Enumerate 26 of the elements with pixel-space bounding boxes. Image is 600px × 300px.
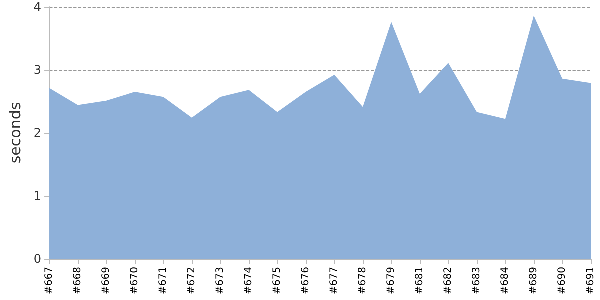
y-tick-label: 4 bbox=[34, 0, 42, 14]
x-tick-label: #674 bbox=[244, 267, 255, 294]
y-tick-label: 3 bbox=[34, 63, 42, 77]
y-axis-title: seconds bbox=[6, 102, 24, 164]
x-tick-label: #671 bbox=[158, 267, 170, 294]
y-tick-label: 1 bbox=[34, 189, 42, 203]
x-tick-label: #682 bbox=[443, 267, 454, 294]
x-tick-label: #667 bbox=[44, 267, 56, 294]
x-tick-label: #681 bbox=[414, 267, 426, 294]
x-tick-label: #678 bbox=[358, 267, 369, 294]
y-tick-label: 2 bbox=[34, 126, 42, 140]
y-tick-label: 0 bbox=[34, 252, 42, 266]
x-tick-label: #679 bbox=[386, 267, 398, 294]
x-tick-label: #668 bbox=[72, 267, 84, 294]
x-tick-label: #677 bbox=[329, 267, 340, 294]
x-tick-label: #673 bbox=[215, 267, 226, 294]
x-tick-label: #683 bbox=[472, 267, 483, 294]
x-tick-label: #670 bbox=[130, 267, 141, 294]
x-tick-label: #675 bbox=[272, 267, 284, 294]
x-tick-label: #684 bbox=[500, 267, 512, 294]
x-tick-label: #690 bbox=[557, 267, 568, 294]
x-tick-label: #669 bbox=[101, 267, 112, 294]
x-tick-label: #676 bbox=[300, 267, 312, 294]
x-tick-label: #691 bbox=[586, 267, 596, 294]
x-tick-label: #689 bbox=[528, 267, 540, 294]
x-tick-label: #672 bbox=[186, 267, 198, 294]
